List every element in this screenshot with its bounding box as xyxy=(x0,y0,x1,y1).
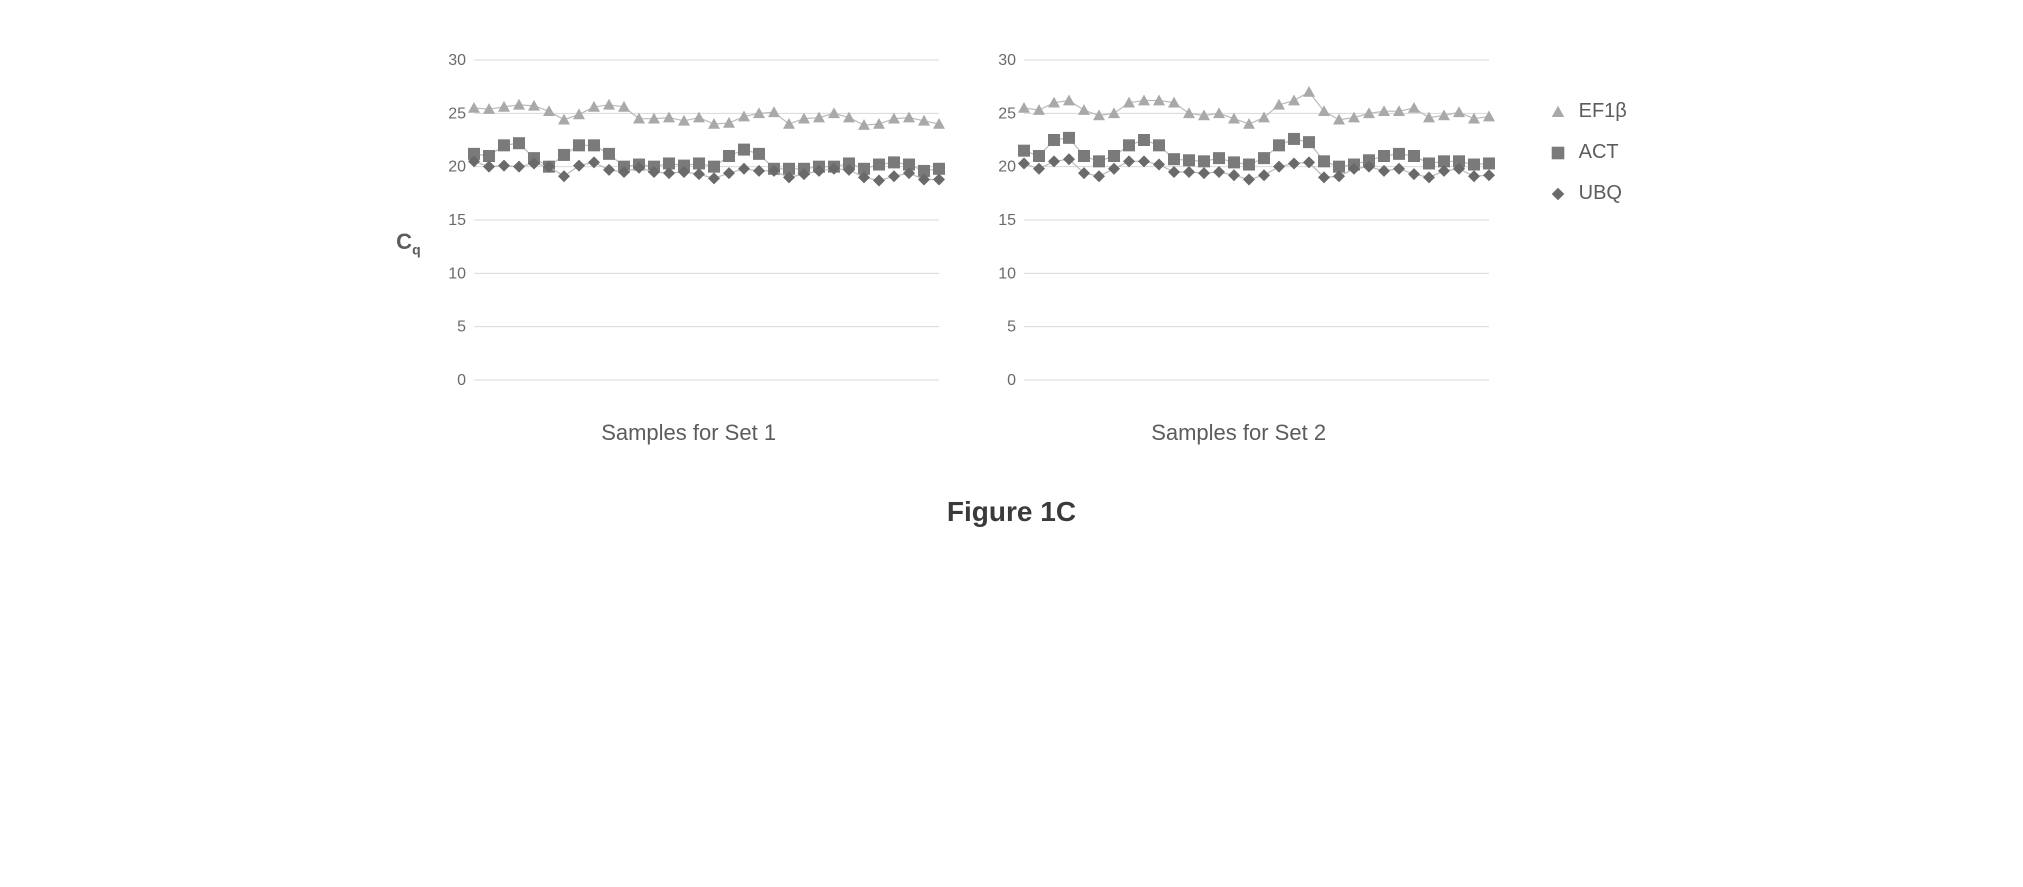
chart-set-1: 0 5 10 15 20 25 30 xyxy=(429,40,949,405)
x-label-2: Samples for Set 2 xyxy=(1151,420,1326,446)
legend-label: UBQ xyxy=(1579,182,1622,205)
svg-text:30: 30 xyxy=(998,52,1016,69)
chart-set-2: 0 5 10 15 20 25 30 xyxy=(979,40,1499,405)
chart-with-xlabel-2: 0 5 10 15 20 25 30 Samples for Set 2 xyxy=(979,40,1499,446)
svg-text:5: 5 xyxy=(457,319,466,336)
legend-label: ACT xyxy=(1579,141,1619,164)
svg-text:0: 0 xyxy=(1007,372,1016,389)
svg-text:25: 25 xyxy=(998,105,1016,122)
svg-text:0: 0 xyxy=(457,372,466,389)
chart-block-1: Cq 0 5 10 15 20 25 30 Samples for Set 1 xyxy=(396,40,948,446)
charts-row: Cq 0 5 10 15 20 25 30 Samples for Set 1 0 5 10 15… xyxy=(396,40,1627,446)
svg-text:20: 20 xyxy=(998,159,1016,176)
legend-label: EF1β xyxy=(1579,100,1627,123)
figure-title: Figure 1C xyxy=(947,496,1076,528)
legend: EF1β ACT UBQ xyxy=(1549,100,1627,205)
svg-text:10: 10 xyxy=(998,265,1016,282)
diamond-icon xyxy=(1549,185,1567,203)
svg-text:15: 15 xyxy=(998,212,1016,229)
chart-svg: 0 5 10 15 20 25 30 xyxy=(429,40,949,400)
svg-text:25: 25 xyxy=(448,105,466,122)
chart-svg: 0 5 10 15 20 25 30 xyxy=(979,40,1499,400)
y-axis-label: Cq xyxy=(396,229,420,257)
triangle-icon xyxy=(1549,103,1567,121)
legend-item-ubq: UBQ xyxy=(1549,182,1627,205)
svg-text:5: 5 xyxy=(1007,319,1016,336)
legend-item-act: ACT xyxy=(1549,141,1627,164)
chart-block-2: 0 5 10 15 20 25 30 Samples for Set 2 xyxy=(979,40,1499,446)
x-label-1: Samples for Set 1 xyxy=(601,420,776,446)
figure-container: Cq 0 5 10 15 20 25 30 Samples for Set 1 0 5 10 15… xyxy=(20,40,2003,528)
svg-text:15: 15 xyxy=(448,212,466,229)
svg-text:10: 10 xyxy=(448,265,466,282)
svg-text:30: 30 xyxy=(448,52,466,69)
svg-text:20: 20 xyxy=(448,159,466,176)
legend-item-ef1β: EF1β xyxy=(1549,100,1627,123)
square-icon xyxy=(1549,144,1567,162)
chart-with-xlabel-1: 0 5 10 15 20 25 30 Samples for Set 1 xyxy=(429,40,949,446)
